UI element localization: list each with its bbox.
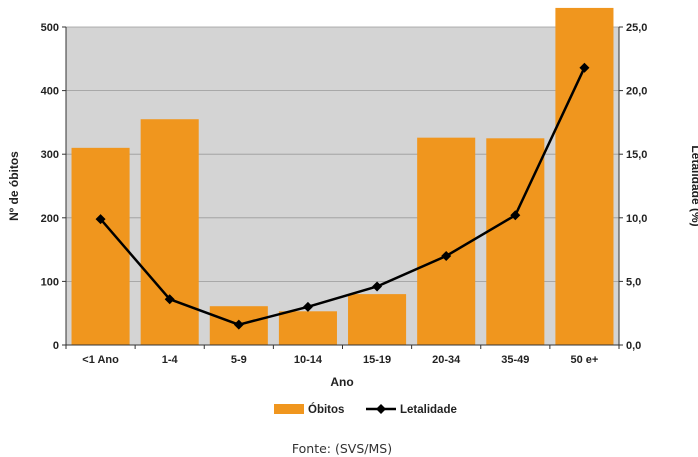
source-note: Fonte: (SVS/MS)	[292, 441, 392, 456]
legend-bar-label: Óbitos	[308, 403, 344, 416]
line-point	[233, 319, 244, 330]
y-tick-label: 0	[53, 340, 59, 352]
x-tick-label: 10-14	[294, 354, 323, 366]
line-point	[579, 62, 590, 73]
y-tick-label: 100	[41, 276, 59, 288]
bar	[555, 7, 614, 345]
y2-axis-title: Letalidade (%)	[689, 145, 698, 226]
y2-tick-label: 10,0	[626, 213, 647, 225]
y2-tick-label: 0,0	[626, 340, 641, 352]
y2-tick-label: 20,0	[626, 86, 647, 98]
bar	[278, 311, 337, 345]
bar	[348, 294, 407, 345]
legend-bar-swatch	[274, 404, 304, 414]
y2-tick-label: 5,0	[626, 276, 641, 288]
x-tick-label: 35-49	[501, 354, 529, 366]
line-point	[441, 250, 452, 261]
line-point	[302, 301, 313, 312]
y-axis-ticks: 0 100 200 300 400 500	[41, 22, 66, 352]
line-point	[510, 210, 521, 221]
y-tick-label: 300	[41, 149, 59, 161]
legend-line-label: Letalidade	[400, 404, 457, 416]
y-axis-title: Nº de óbitos	[7, 151, 21, 221]
line-series	[95, 62, 590, 330]
y2-tick-label: 25,0	[626, 22, 647, 34]
bar	[140, 119, 199, 345]
bar	[71, 147, 130, 345]
x-tick-label: 15-19	[363, 354, 391, 366]
x-axis-ticks: <1 Ano 1-4 5-9 10-14 15-19 20-34 35-49 50 e+	[65, 345, 620, 366]
line-point	[95, 214, 106, 225]
x-axis-title: Ano	[330, 375, 353, 389]
line-point	[372, 281, 383, 292]
x-tick-label: <1 Ano	[82, 354, 119, 366]
y2-axis-ticks: 0,0 5,0 10,0 15,0 20,0 25,0	[619, 22, 647, 352]
y-tick-label: 400	[41, 86, 59, 98]
line-path	[99, 67, 586, 326]
y2-tick-label: 15,0	[626, 149, 647, 161]
legend-line-marker	[376, 404, 386, 414]
legend: Óbitos Letalidade	[274, 403, 457, 416]
x-tick-label: 1-4	[162, 354, 179, 366]
bar	[417, 137, 476, 345]
line-point	[164, 294, 175, 305]
x-tick-label: 5-9	[231, 354, 247, 366]
y-tick-label: 200	[41, 213, 59, 225]
x-tick-label: 20-34	[432, 354, 461, 366]
x-tick-label: 50 e+	[571, 354, 599, 366]
y-tick-label: 500	[41, 22, 59, 34]
